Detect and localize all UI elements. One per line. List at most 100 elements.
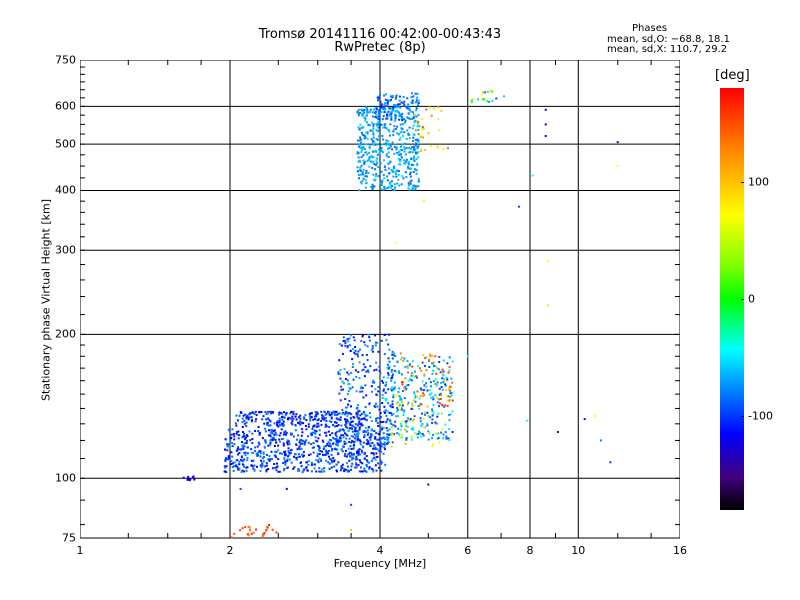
data-point: [339, 373, 341, 376]
data-point: [398, 153, 400, 156]
data-point: [365, 419, 368, 421]
data-point: [392, 106, 395, 109]
data-point: [327, 410, 330, 413]
data-point: [339, 368, 342, 371]
data-point: [399, 136, 402, 139]
data-point: [414, 138, 417, 141]
data-point: [378, 152, 381, 155]
data-point: [384, 437, 387, 440]
data-point: [230, 436, 233, 439]
data-point: [314, 439, 317, 442]
data-point: [224, 470, 227, 473]
data-point: [354, 346, 357, 348]
data-point: [415, 142, 418, 145]
data-point: [444, 431, 447, 434]
data-point: [378, 111, 381, 114]
data-point: [419, 387, 422, 390]
data-point: [320, 458, 322, 461]
data-point: [316, 422, 319, 425]
data-point: [361, 114, 364, 117]
data-point: [384, 409, 387, 412]
data-point: [422, 392, 425, 395]
data-point: [345, 455, 348, 458]
data-point: [377, 390, 380, 393]
data-point: [236, 448, 239, 451]
data-point: [417, 102, 420, 105]
data-point: [313, 467, 316, 470]
data-point: [381, 379, 383, 382]
data-point: [393, 381, 396, 384]
data-point: [391, 148, 394, 151]
data-point: [377, 99, 380, 102]
data-point: [339, 469, 342, 472]
data-point: [234, 422, 237, 425]
data-point: [345, 437, 348, 440]
data-point: [382, 188, 385, 191]
y-tick-label: 75: [62, 531, 76, 545]
data-point: [310, 443, 313, 446]
data-point: [233, 443, 236, 446]
data-point: [235, 431, 238, 433]
data-point: [371, 434, 374, 437]
data-point: [232, 470, 235, 472]
data-point: [387, 402, 390, 405]
data-point: [335, 425, 338, 427]
data-point: [355, 458, 358, 461]
data-point: [363, 148, 366, 150]
data-point: [376, 341, 379, 344]
data-point: [423, 357, 426, 360]
data-point: [224, 448, 227, 451]
data-point: [356, 433, 358, 436]
data-point: [409, 173, 411, 176]
data-point: [243, 422, 246, 425]
data-point: [425, 356, 428, 359]
data-point: [405, 437, 408, 440]
data-point: [412, 426, 415, 429]
data-point: [238, 414, 241, 417]
data-point: [398, 184, 401, 187]
data-point: [406, 106, 409, 109]
data-point: [384, 397, 387, 400]
data-point: [244, 526, 247, 529]
data-point: [415, 431, 417, 434]
data-point: [342, 411, 344, 414]
data-point: [415, 100, 418, 103]
data-point: [344, 419, 347, 422]
data-point: [379, 445, 382, 448]
data-point: [256, 465, 258, 468]
data-point: [332, 410, 335, 413]
data-point: [313, 418, 316, 421]
data-point: [403, 397, 406, 400]
data-point: [330, 417, 333, 420]
data-point: [338, 343, 341, 346]
data-point: [360, 131, 363, 134]
data-point: [404, 171, 407, 174]
data-point: [363, 451, 366, 454]
data-point: [271, 467, 274, 470]
data-point: [441, 368, 444, 371]
data-point: [446, 362, 449, 365]
data-point: [443, 378, 445, 381]
data-point: [481, 98, 484, 101]
data-point: [277, 444, 280, 447]
data-point: [268, 419, 271, 422]
data-point: [358, 459, 361, 462]
data-point: [388, 360, 391, 363]
data-point: [245, 425, 248, 427]
data-point: [286, 439, 289, 442]
data-point: [369, 143, 372, 146]
data-point: [342, 434, 345, 437]
data-point: [400, 115, 403, 118]
data-point: [434, 394, 437, 396]
data-point: [340, 424, 343, 427]
data-point: [385, 339, 388, 341]
data-point: [411, 117, 414, 120]
data-point: [434, 421, 437, 424]
data-point: [398, 372, 401, 374]
data-point: [439, 398, 442, 400]
data-point: [357, 452, 360, 455]
data-point: [390, 387, 393, 390]
data-point: [442, 374, 445, 377]
data-point: [377, 424, 380, 427]
data-point: [377, 123, 380, 126]
